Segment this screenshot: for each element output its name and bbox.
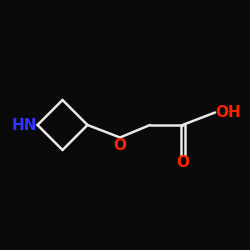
Text: O: O (176, 155, 189, 170)
Text: OH: OH (215, 105, 241, 120)
Text: HN: HN (12, 118, 38, 132)
Text: O: O (114, 138, 126, 152)
